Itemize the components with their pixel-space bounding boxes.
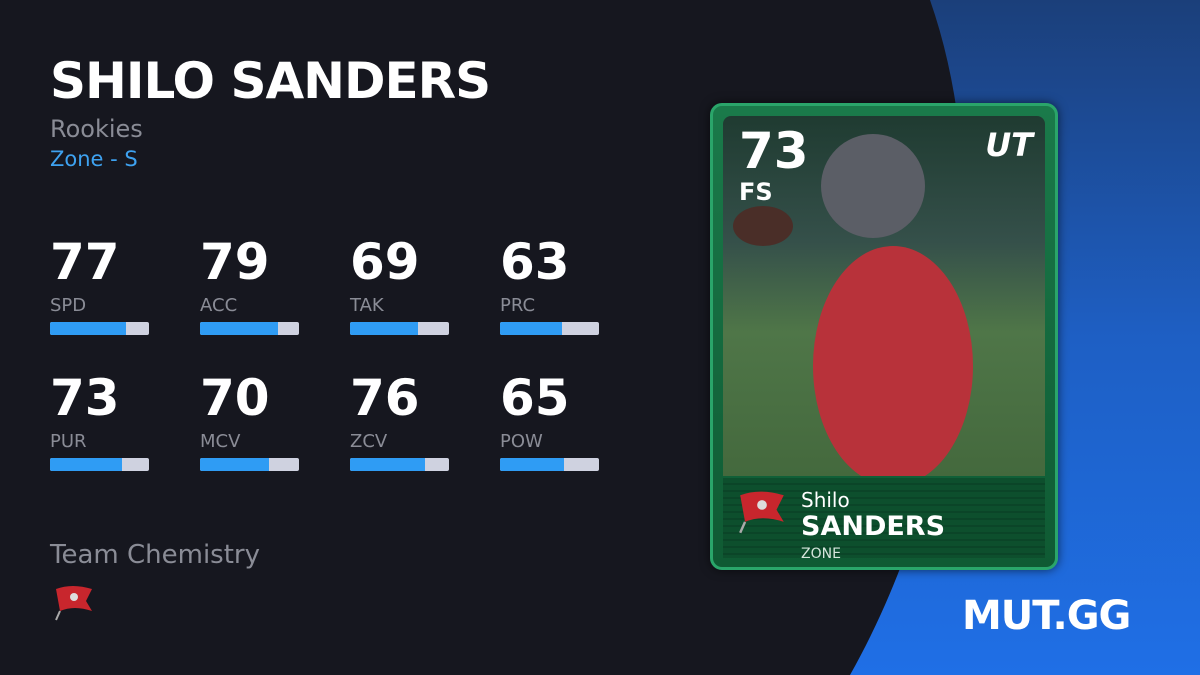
scheme-label: Zone - S: [50, 147, 138, 171]
card-archetype: ZONE: [801, 546, 841, 562]
stat-label: TAK: [350, 295, 384, 316]
stat-bar-fill: [350, 322, 419, 335]
stat-value: 70: [200, 369, 270, 427]
card-last-name: SANDERS: [801, 511, 946, 542]
team-chemistry-label: Team Chemistry: [50, 540, 260, 570]
stat-label: ACC: [200, 295, 238, 316]
stat-label: MCV: [200, 431, 241, 452]
player-photo: 73 FS UT: [723, 116, 1045, 476]
player-card[interactable]: 73 FS UT Shilo SANDERS ZONE: [710, 103, 1058, 570]
stat-label: ZCV: [350, 431, 388, 452]
program-label: Rookies: [50, 115, 143, 143]
stat-bar: [350, 458, 449, 471]
buccaneers-flag-icon: [739, 491, 784, 534]
overall-rating: 73: [739, 122, 809, 180]
stat-value: 73: [50, 369, 120, 427]
stat-bar-fill: [350, 458, 426, 471]
stat-bar-fill: [500, 458, 565, 471]
stat-label: PRC: [500, 295, 536, 316]
stat-bar-fill: [200, 458, 270, 471]
stat-spd: 77 SPD: [50, 237, 150, 335]
card-first-name: Shilo: [801, 488, 850, 512]
stat-mcv: 70 MCV: [200, 373, 300, 471]
stat-bar: [350, 322, 449, 335]
buccaneers-flag-icon[interactable]: [52, 583, 96, 621]
card-position: FS: [739, 178, 773, 206]
stat-bar-fill: [50, 322, 127, 335]
stat-pow: 65 POW: [500, 373, 600, 471]
stat-label: SPD: [50, 295, 87, 316]
stat-prc: 63 PRC: [500, 237, 600, 335]
stat-bar: [500, 322, 599, 335]
ut-logo: UT: [985, 126, 1033, 164]
stat-value: 77: [50, 233, 120, 291]
stat-tak: 69 TAK: [350, 237, 450, 335]
stat-value: 69: [350, 233, 420, 291]
stat-value: 76: [350, 369, 420, 427]
stat-bar-fill: [200, 322, 279, 335]
stat-value: 79: [200, 233, 270, 291]
stat-zcv: 76 ZCV: [350, 373, 450, 471]
stat-value: 63: [500, 233, 570, 291]
stat-bar: [500, 458, 599, 471]
brand-logo: MUT.GG: [962, 593, 1131, 639]
stat-value: 65: [500, 369, 570, 427]
stat-bar: [200, 322, 299, 335]
stat-acc: 79 ACC: [200, 237, 300, 335]
stat-bar-fill: [50, 458, 123, 471]
stat-label: PUR: [50, 431, 87, 452]
stat-bar: [200, 458, 299, 471]
player-name: SHILO SANDERS: [50, 52, 491, 110]
stat-bar-fill: [500, 322, 563, 335]
card-nameplate: Shilo SANDERS ZONE: [723, 478, 1045, 562]
stat-pur: 73 PUR: [50, 373, 150, 471]
stat-bar: [50, 458, 149, 471]
stat-label: POW: [500, 431, 543, 452]
stat-bar: [50, 322, 149, 335]
